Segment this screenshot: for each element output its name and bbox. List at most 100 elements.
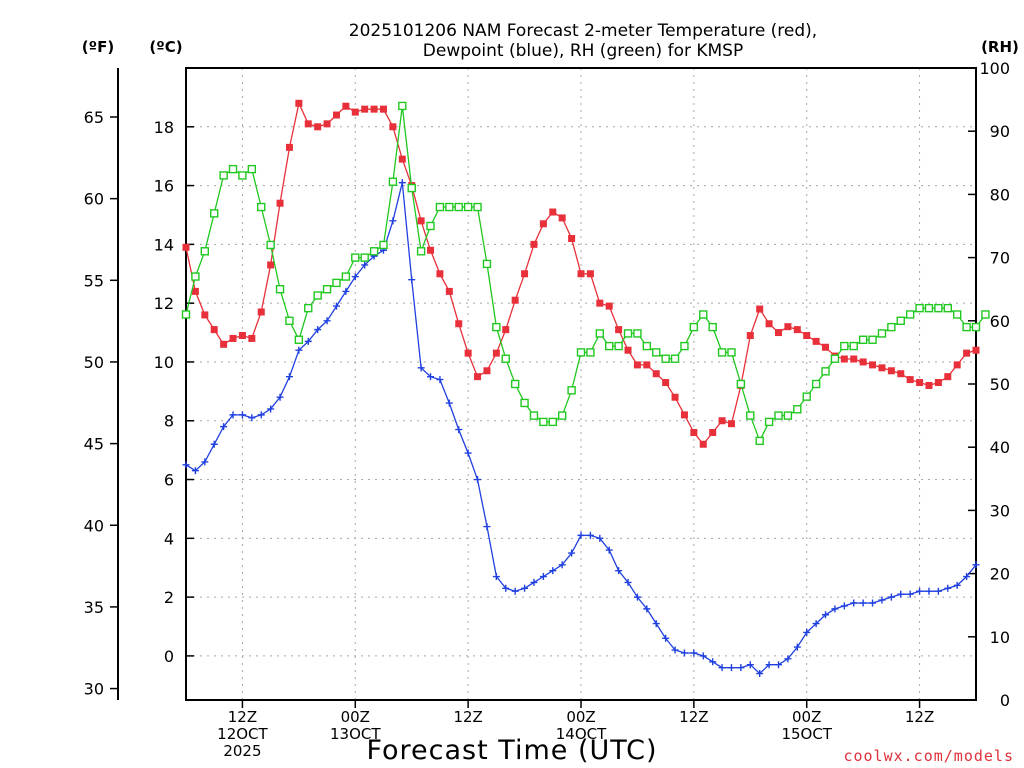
rh-point: [529, 411, 539, 420]
celsius-tick-label: 12: [154, 294, 174, 313]
rh-point: [501, 354, 510, 363]
celsius-tick-label: 2: [164, 588, 174, 607]
temperature-point: [934, 379, 942, 387]
dewpoint-point: [182, 461, 190, 469]
rh-point: [783, 411, 793, 420]
celsius-tick-label: 16: [154, 177, 174, 196]
rh-point: [830, 354, 840, 363]
rh-point: [492, 322, 501, 332]
rh-point: [605, 341, 614, 351]
dewpoint-point: [342, 287, 350, 295]
rh-point: [191, 272, 200, 281]
rh-tick-label: 20: [990, 565, 1010, 584]
rh-point: [210, 209, 219, 218]
temperature-point: [887, 367, 895, 375]
temperature-point: [568, 234, 576, 242]
chart-title-line1: 2025101206 NAM Forecast 2-meter Temperat…: [349, 21, 817, 41]
temperature-point: [671, 393, 679, 401]
temperature-point: [765, 320, 773, 328]
dewpoint-point: [220, 423, 228, 431]
rh-point: [633, 329, 642, 338]
credit-label: coolwx.com/models: [843, 747, 1014, 765]
dewpoint-point: [680, 649, 688, 657]
rh-point: [952, 310, 962, 319]
temperature-point: [267, 261, 275, 269]
rh-point: [595, 329, 605, 338]
temperature-point: [869, 361, 877, 369]
temperature-point: [727, 420, 735, 428]
rh-point: [877, 329, 887, 338]
rh-point: [228, 164, 238, 174]
celsius-tick-label: 18: [154, 118, 174, 137]
dewpoint-point: [906, 590, 914, 598]
temperature-point: [793, 326, 801, 334]
dewpoint-point: [596, 534, 604, 542]
fahrenheit-tick-label: 35: [84, 598, 104, 617]
dewpoint-point: [775, 661, 782, 669]
rh-tick-label: 30: [990, 501, 1010, 520]
temperature-point: [445, 287, 453, 295]
fahrenheit-tick-label: 50: [84, 353, 104, 372]
dewpoint-point: [784, 655, 792, 663]
temperature-point: [850, 355, 858, 363]
temperature-point: [605, 302, 613, 310]
x-tick-label: 00Z: [792, 708, 821, 726]
temperature-point: [633, 361, 641, 369]
rh-point: [482, 259, 492, 269]
fahrenheit-tick-label: 40: [84, 516, 104, 535]
x-tick-label: 00Z: [566, 708, 595, 726]
rh-point: [905, 310, 915, 319]
fahrenheit-tick-label: 60: [84, 190, 104, 209]
dewpoint-point: [408, 276, 416, 284]
dewpoint-point: [803, 628, 811, 636]
dewpoint-point: [652, 620, 660, 628]
dewpoint-point: [869, 599, 877, 607]
rh-point: [304, 303, 313, 313]
rh-tick-label: 90: [990, 122, 1010, 141]
celsius-tick-label: 10: [154, 353, 174, 372]
rh-point: [840, 341, 849, 351]
rh-point: [755, 436, 764, 446]
rh-point: [736, 379, 746, 389]
temperature-point: [436, 270, 444, 278]
temperature-point: [944, 373, 952, 381]
temperature-point: [916, 379, 924, 387]
rh-point: [858, 335, 868, 344]
temperature-point: [615, 326, 623, 334]
temperature-point: [182, 243, 190, 251]
temperature-point: [380, 105, 387, 113]
temperature-point: [690, 429, 698, 437]
fahrenheit-tick-label: 65: [84, 108, 104, 127]
temperature-point: [191, 287, 199, 295]
rh-point: [322, 285, 332, 294]
rh-point: [623, 329, 633, 338]
rh-series: [181, 101, 990, 446]
rh-point: [238, 171, 247, 180]
temperature-point: [351, 108, 359, 116]
dewpoint-point: [878, 596, 886, 604]
temperature-point: [370, 105, 378, 113]
temperature-point: [398, 155, 406, 163]
rh-tick-label: 50: [990, 375, 1010, 394]
rh-point: [557, 411, 567, 420]
temperature-point: [549, 208, 557, 216]
dewpoint-point: [690, 649, 698, 657]
rh-point: [200, 247, 210, 256]
rh-point: [341, 272, 351, 281]
temperature-point: [323, 120, 331, 128]
dewpoint-point: [568, 549, 576, 557]
temperature-point: [906, 376, 914, 384]
dewpoint-point: [737, 664, 745, 672]
dewpoint-point: [756, 670, 764, 678]
dewpoint-point: [963, 573, 971, 581]
temperature-point: [756, 305, 764, 313]
dewpoint-point: [840, 602, 848, 610]
fahrenheit-tick-label: 30: [84, 680, 104, 699]
temperature-point: [775, 329, 782, 337]
dewpoint-point: [765, 661, 773, 669]
temperature-point: [822, 343, 830, 351]
rh-point: [717, 348, 727, 357]
rh-point: [924, 303, 934, 313]
dewpoint-point: [718, 664, 726, 672]
dewpoint-point: [483, 523, 491, 531]
